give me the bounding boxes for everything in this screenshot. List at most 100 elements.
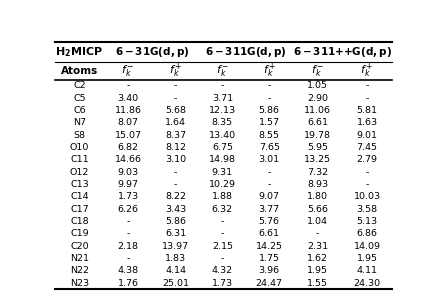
Text: 4.38: 4.38 bbox=[117, 266, 138, 275]
Text: 8.93: 8.93 bbox=[307, 180, 328, 189]
Text: $\bar{f}_k^-$: $\bar{f}_k^-$ bbox=[311, 62, 324, 79]
Text: 2.79: 2.79 bbox=[356, 155, 377, 164]
Text: 9.01: 9.01 bbox=[356, 131, 377, 140]
Text: C17: C17 bbox=[70, 205, 88, 214]
Text: 24.47: 24.47 bbox=[255, 279, 282, 288]
Text: 9.07: 9.07 bbox=[258, 192, 279, 201]
Text: 9.97: 9.97 bbox=[117, 180, 138, 189]
Text: -: - bbox=[267, 94, 270, 103]
Text: 8.55: 8.55 bbox=[258, 131, 279, 140]
Text: 8.07: 8.07 bbox=[117, 118, 138, 127]
Text: -: - bbox=[126, 81, 129, 90]
Text: 3.71: 3.71 bbox=[212, 94, 233, 103]
Text: 8.37: 8.37 bbox=[165, 131, 186, 140]
Text: C14: C14 bbox=[70, 192, 88, 201]
Text: 5.86: 5.86 bbox=[258, 106, 279, 115]
Text: 1.83: 1.83 bbox=[165, 254, 186, 263]
Text: 2.90: 2.90 bbox=[307, 94, 328, 103]
Text: N7: N7 bbox=[73, 118, 86, 127]
Text: $\mathbf{6-311{+}{+}G(d,p)}$: $\mathbf{6-311{+}{+}G(d,p)}$ bbox=[292, 45, 391, 59]
Text: N22: N22 bbox=[70, 266, 89, 275]
Text: 5.81: 5.81 bbox=[356, 106, 377, 115]
Text: 7.45: 7.45 bbox=[356, 143, 377, 152]
Text: 1.95: 1.95 bbox=[356, 254, 377, 263]
Text: 3.43: 3.43 bbox=[165, 205, 186, 214]
Text: -: - bbox=[220, 217, 224, 226]
Text: 9.03: 9.03 bbox=[117, 168, 138, 177]
Text: 14.66: 14.66 bbox=[114, 155, 141, 164]
Text: 5.13: 5.13 bbox=[356, 217, 377, 226]
Text: -: - bbox=[364, 180, 368, 189]
Text: 6.75: 6.75 bbox=[212, 143, 233, 152]
Text: -: - bbox=[126, 254, 129, 263]
Text: 10.03: 10.03 bbox=[353, 192, 380, 201]
Text: 5.95: 5.95 bbox=[307, 143, 328, 152]
Text: -: - bbox=[173, 94, 177, 103]
Text: $\bar{f}_k^+$: $\bar{f}_k^+$ bbox=[262, 62, 275, 79]
Text: 9.31: 9.31 bbox=[212, 168, 233, 177]
Text: 6.31: 6.31 bbox=[165, 229, 186, 238]
Text: 3.96: 3.96 bbox=[258, 266, 279, 275]
Text: 13.97: 13.97 bbox=[162, 242, 189, 251]
Text: 1.80: 1.80 bbox=[307, 192, 328, 201]
Text: 15.07: 15.07 bbox=[114, 131, 141, 140]
Text: O12: O12 bbox=[70, 168, 89, 177]
Text: C19: C19 bbox=[70, 229, 88, 238]
Text: 1.04: 1.04 bbox=[307, 217, 328, 226]
Text: 3.01: 3.01 bbox=[258, 155, 279, 164]
Text: 11.06: 11.06 bbox=[304, 106, 330, 115]
Text: $\mathbf{6-31G(d,p)}$: $\mathbf{6-31G(d,p)}$ bbox=[114, 45, 189, 59]
Text: 1.63: 1.63 bbox=[356, 118, 377, 127]
Text: 1.73: 1.73 bbox=[212, 279, 233, 288]
Text: $\mathbf{6-311G(d,p)}$: $\mathbf{6-311G(d,p)}$ bbox=[205, 45, 286, 59]
Text: C5: C5 bbox=[73, 94, 86, 103]
Text: $\mathbf{H_2MICP}$: $\mathbf{H_2MICP}$ bbox=[55, 45, 103, 59]
Text: -: - bbox=[173, 81, 177, 90]
Text: 4.11: 4.11 bbox=[356, 266, 377, 275]
Text: $\bar{f}_k^-$: $\bar{f}_k^-$ bbox=[215, 62, 229, 79]
Text: -: - bbox=[364, 168, 368, 177]
Text: O10: O10 bbox=[70, 143, 89, 152]
Text: 1.95: 1.95 bbox=[307, 266, 328, 275]
Text: 6.26: 6.26 bbox=[117, 205, 138, 214]
Text: C18: C18 bbox=[70, 217, 88, 226]
Text: $\bar{f}_k^+$: $\bar{f}_k^+$ bbox=[360, 62, 373, 79]
Text: 6.61: 6.61 bbox=[307, 118, 328, 127]
Text: 5.68: 5.68 bbox=[165, 106, 186, 115]
Text: -: - bbox=[173, 168, 177, 177]
Text: -: - bbox=[364, 81, 368, 90]
Text: N21: N21 bbox=[70, 254, 89, 263]
Text: 19.78: 19.78 bbox=[304, 131, 330, 140]
Text: 6.86: 6.86 bbox=[356, 229, 377, 238]
Text: 1.57: 1.57 bbox=[258, 118, 279, 127]
Text: 1.55: 1.55 bbox=[307, 279, 328, 288]
Text: 1.05: 1.05 bbox=[307, 81, 328, 90]
Text: -: - bbox=[220, 254, 224, 263]
Text: 3.77: 3.77 bbox=[258, 205, 279, 214]
Text: 7.65: 7.65 bbox=[258, 143, 279, 152]
Text: 1.64: 1.64 bbox=[165, 118, 186, 127]
Text: 6.82: 6.82 bbox=[117, 143, 138, 152]
Text: -: - bbox=[267, 180, 270, 189]
Text: 2.18: 2.18 bbox=[117, 242, 138, 251]
Text: 8.35: 8.35 bbox=[212, 118, 233, 127]
Text: 13.25: 13.25 bbox=[304, 155, 331, 164]
Text: 4.14: 4.14 bbox=[165, 266, 186, 275]
Text: 2.31: 2.31 bbox=[307, 242, 328, 251]
Text: 14.09: 14.09 bbox=[353, 242, 380, 251]
Text: Atoms: Atoms bbox=[61, 66, 98, 76]
Text: 1.62: 1.62 bbox=[307, 254, 328, 263]
Text: -: - bbox=[267, 168, 270, 177]
Text: 1.76: 1.76 bbox=[117, 279, 138, 288]
Text: 14.25: 14.25 bbox=[255, 242, 282, 251]
Text: -: - bbox=[220, 229, 224, 238]
Text: -: - bbox=[126, 217, 129, 226]
Text: 24.30: 24.30 bbox=[353, 279, 380, 288]
Text: 1.73: 1.73 bbox=[117, 192, 138, 201]
Text: 6.61: 6.61 bbox=[258, 229, 279, 238]
Text: C6: C6 bbox=[73, 106, 86, 115]
Text: 13.40: 13.40 bbox=[208, 131, 236, 140]
Text: 25.01: 25.01 bbox=[162, 279, 189, 288]
Text: 3.10: 3.10 bbox=[165, 155, 186, 164]
Text: 3.40: 3.40 bbox=[117, 94, 138, 103]
